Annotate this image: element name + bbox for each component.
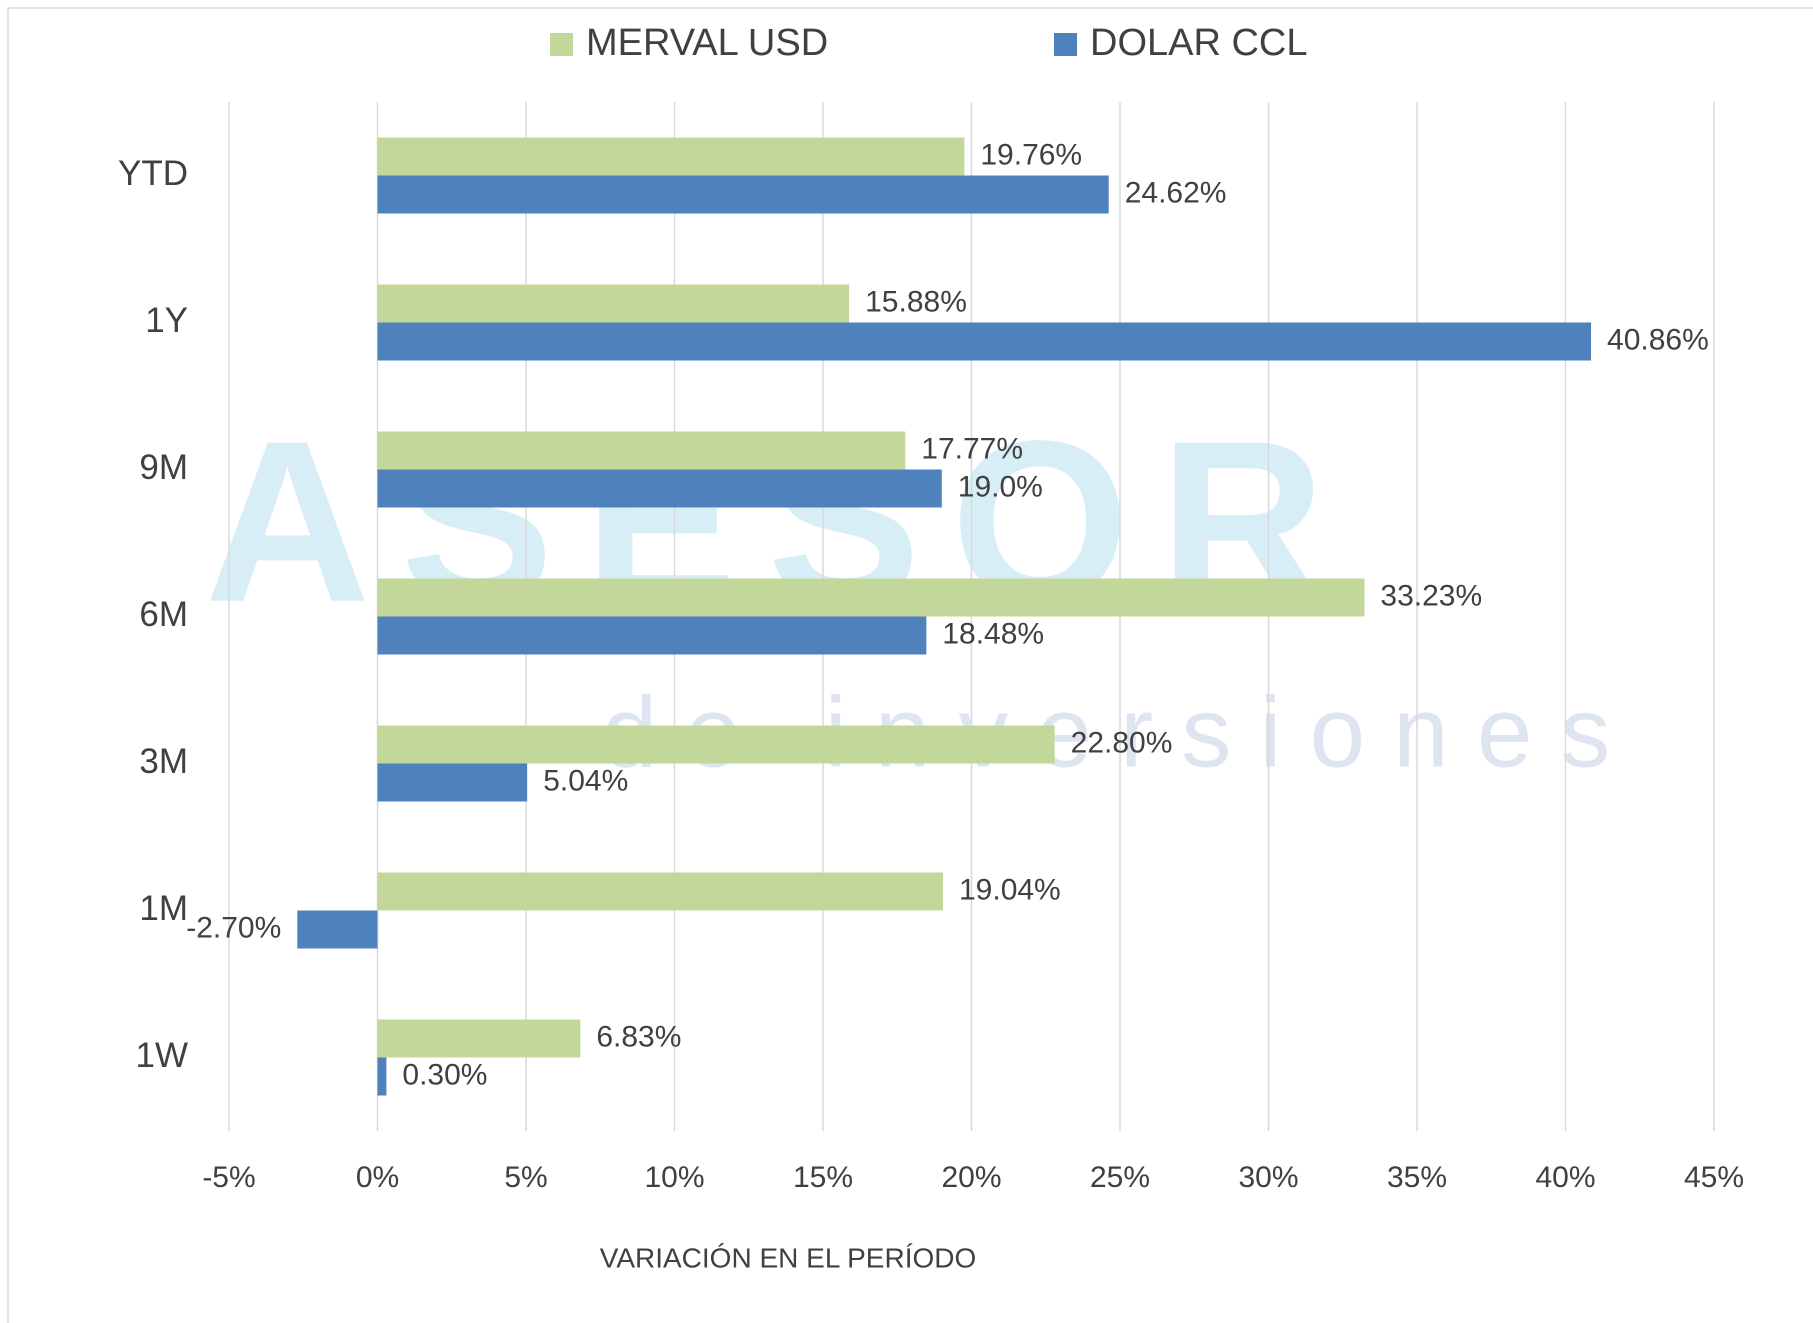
legend-label: MERVAL USD (586, 22, 828, 64)
data-label: 15.88% (865, 285, 967, 318)
data-label: 24.62% (1125, 176, 1227, 209)
legend-label: DOLAR CCL (1090, 22, 1308, 64)
data-label: 0.30% (402, 1058, 487, 1091)
x-tick-label: 15% (793, 1161, 853, 1194)
bar (377, 616, 927, 655)
data-label: 17.77% (921, 432, 1023, 465)
bar (377, 872, 943, 911)
y-tick-label: 9M (139, 448, 188, 487)
bar (377, 578, 1365, 617)
x-tick-label: 40% (1535, 1161, 1595, 1194)
bar (297, 910, 378, 949)
bar (377, 137, 965, 176)
legend-swatch (550, 33, 573, 56)
bar (377, 175, 1109, 214)
x-tick-label: 45% (1684, 1161, 1744, 1194)
y-tick-label: 3M (139, 742, 188, 781)
x-axis-label: VARIACIÓN EN EL PERÍODO (600, 1242, 977, 1273)
data-label: 40.86% (1607, 323, 1709, 356)
data-label: 19.04% (959, 873, 1061, 906)
data-label: -2.70% (186, 911, 281, 944)
bar (377, 1019, 581, 1058)
x-tick-label: -5% (202, 1161, 255, 1194)
data-label: 22.80% (1071, 726, 1173, 759)
y-tick-label: YTD (118, 154, 188, 193)
bar (377, 469, 942, 508)
chart-frame (7, 7, 1813, 1323)
bar (377, 763, 528, 802)
y-tick-label: 1Y (145, 301, 188, 340)
y-tick-label: 1W (136, 1036, 189, 1075)
bar (377, 284, 850, 323)
y-tick-label: 1M (139, 889, 188, 928)
bar (377, 725, 1055, 764)
data-label: 6.83% (596, 1020, 681, 1053)
x-tick-label: 0% (356, 1161, 399, 1194)
x-tick-label: 10% (644, 1161, 704, 1194)
data-label: 5.04% (543, 764, 628, 797)
x-tick-label: 35% (1387, 1161, 1447, 1194)
data-label: 19.76% (980, 138, 1082, 171)
x-tick-label: 30% (1238, 1161, 1298, 1194)
x-tick-label: 25% (1090, 1161, 1150, 1194)
legend-swatch (1054, 33, 1077, 56)
data-label: 19.0% (958, 470, 1043, 503)
bar (377, 1057, 387, 1096)
x-tick-label: 20% (941, 1161, 1001, 1194)
bar (377, 322, 1592, 361)
bar (377, 431, 906, 470)
data-label: 18.48% (942, 617, 1044, 650)
x-tick-label: 5% (504, 1161, 547, 1194)
y-tick-label: 6M (139, 595, 188, 634)
data-label: 33.23% (1380, 579, 1482, 612)
